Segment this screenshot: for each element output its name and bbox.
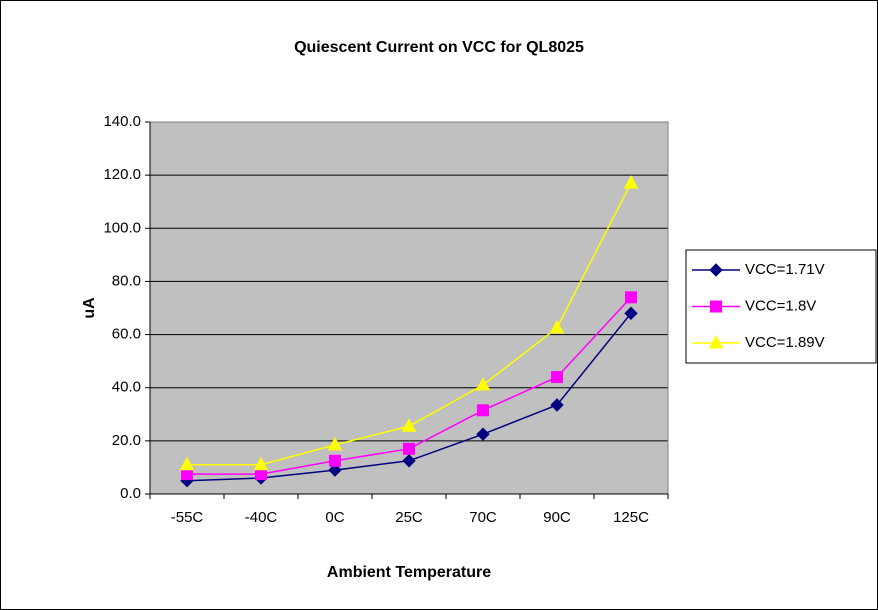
legend-label: VCC=1.8V bbox=[745, 297, 816, 314]
y-tick-label: 40.0 bbox=[112, 379, 141, 396]
x-tick-label: 70C bbox=[469, 509, 497, 526]
marker bbox=[625, 291, 637, 304]
x-tick-label: 0C bbox=[325, 509, 344, 526]
marker bbox=[550, 398, 564, 412]
marker bbox=[477, 404, 489, 417]
legend-label: VCC=1.89V bbox=[745, 334, 825, 351]
x-tick-label: 25C bbox=[395, 509, 423, 526]
marker bbox=[328, 463, 342, 477]
x-tick-label: 90C bbox=[543, 509, 571, 526]
marker bbox=[708, 334, 724, 349]
marker bbox=[476, 427, 490, 441]
marker bbox=[402, 454, 416, 468]
marker bbox=[624, 306, 638, 321]
y-tick-label: 120.0 bbox=[103, 166, 141, 183]
y-tick-label: 0.0 bbox=[120, 485, 141, 502]
chart-title: Quiescent Current on VCC for QL8025 bbox=[294, 39, 584, 56]
marker bbox=[710, 300, 722, 313]
plot-area bbox=[150, 122, 668, 494]
marker bbox=[623, 175, 639, 189]
y-tick-label: 80.0 bbox=[112, 272, 141, 289]
y-tick-label: 20.0 bbox=[112, 432, 141, 449]
x-axis-label: Ambient Temperature bbox=[327, 564, 491, 581]
marker bbox=[329, 454, 341, 467]
x-tick-label: 125C bbox=[613, 509, 649, 526]
marker bbox=[551, 371, 563, 384]
y-tick-label: 140.0 bbox=[103, 113, 141, 130]
marker bbox=[549, 319, 565, 334]
marker bbox=[179, 456, 195, 471]
legend-label: VCC=1.71V bbox=[745, 261, 825, 278]
y-axis-label: uA bbox=[81, 297, 98, 319]
marker bbox=[475, 377, 491, 391]
y-tick-label: 100.0 bbox=[103, 219, 141, 236]
marker bbox=[253, 456, 269, 471]
marker bbox=[401, 418, 417, 432]
y-tick-label: 60.0 bbox=[112, 326, 141, 343]
x-tick-label: -40C bbox=[245, 509, 278, 526]
marker bbox=[709, 263, 723, 277]
marker bbox=[403, 442, 415, 455]
marker bbox=[327, 436, 343, 451]
x-tick-label: -55C bbox=[171, 509, 204, 526]
